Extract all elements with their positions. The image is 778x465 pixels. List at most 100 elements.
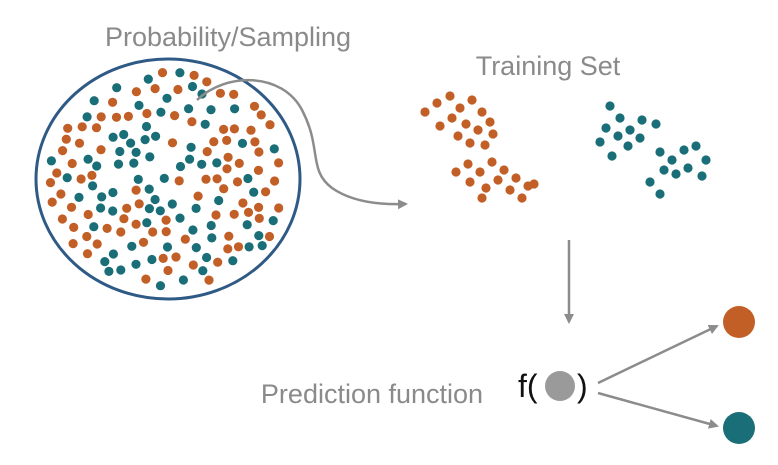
population-dot — [234, 158, 244, 168]
population-dot — [88, 181, 98, 191]
population-dot — [249, 187, 259, 197]
training-orange-dot — [481, 183, 491, 193]
population-dot — [270, 176, 280, 186]
training-orange-dot — [493, 175, 503, 185]
population-dot — [140, 135, 150, 145]
population-dot — [157, 68, 168, 78]
training-teal-dot — [659, 165, 669, 175]
training-orange-dot — [435, 121, 445, 131]
population-dot — [82, 112, 92, 122]
training-orange-dot — [517, 193, 527, 203]
population-dot — [232, 177, 243, 187]
population-dot — [57, 214, 67, 224]
population-dot — [187, 81, 198, 92]
population-dot — [215, 88, 225, 98]
training-teal-dot — [651, 119, 661, 129]
training-orange-dot — [467, 95, 477, 105]
population-dot — [155, 281, 166, 291]
population-dot — [142, 218, 152, 228]
population-dot — [193, 191, 203, 201]
training-teal-dot — [601, 123, 611, 133]
training-orange-dot — [420, 107, 430, 117]
population-dot — [200, 119, 210, 129]
population-dot — [243, 173, 253, 184]
population-dot — [264, 231, 275, 242]
population-dot — [68, 239, 78, 249]
training-teal-dot — [655, 189, 665, 199]
population-dot — [131, 219, 141, 229]
training-orange-dot — [432, 98, 442, 108]
population-dot — [148, 227, 158, 237]
population-dot — [100, 257, 110, 267]
population-dot — [108, 132, 118, 142]
population-dot — [127, 241, 137, 251]
input-dot — [545, 371, 575, 401]
population-dot — [129, 158, 139, 168]
training-orange-dot — [511, 173, 521, 183]
population-dot — [131, 259, 141, 269]
training-teal-dot — [615, 113, 625, 123]
population-dot — [150, 194, 160, 205]
training-orange-dot — [465, 138, 475, 148]
population-dot — [224, 231, 234, 241]
population-dot — [97, 192, 107, 202]
training-orange-dot — [487, 157, 497, 167]
population-dot — [63, 123, 73, 133]
population-dot — [223, 244, 233, 254]
output-dot-teal — [723, 412, 755, 444]
population-dot — [206, 220, 216, 231]
population-dot — [126, 138, 136, 148]
population-dot — [201, 174, 211, 184]
population-dot — [66, 202, 77, 212]
population-dot — [202, 77, 212, 87]
population-dot — [250, 137, 260, 147]
population-dot — [131, 147, 141, 157]
training-teal-dot — [645, 177, 655, 187]
population-dot — [102, 223, 112, 233]
population-dot — [256, 110, 266, 120]
population-dot — [174, 176, 184, 186]
population-dot — [108, 97, 118, 107]
population-dot — [187, 117, 197, 127]
population-dot — [74, 192, 84, 202]
training-teal-dot — [679, 145, 689, 155]
population-dot — [254, 231, 264, 241]
population-dot — [202, 252, 212, 263]
population-dot — [219, 124, 229, 134]
population-dot — [113, 159, 124, 169]
function-close: ) — [577, 368, 588, 404]
population-dot — [223, 152, 233, 162]
training-orange-dot — [529, 179, 539, 189]
prediction-function-label: Prediction function — [261, 379, 483, 409]
population-dot — [74, 138, 85, 148]
training-set-teal-dots — [595, 101, 711, 199]
population-dot — [143, 74, 153, 84]
population-dot — [47, 197, 57, 207]
population-dot — [46, 156, 57, 166]
population-dot — [144, 204, 154, 214]
population-dot — [188, 260, 198, 270]
population-dot — [147, 254, 157, 265]
population-dot — [191, 243, 201, 253]
training-orange-dot — [505, 185, 515, 195]
population-dot — [254, 213, 264, 223]
training-orange-dot — [447, 113, 457, 123]
population-dot — [56, 189, 66, 199]
population-dot — [62, 173, 72, 183]
population-dot — [243, 207, 254, 217]
population-dot — [58, 146, 68, 156]
population-dot — [134, 100, 144, 110]
population-dot — [257, 241, 267, 251]
population-dot — [82, 249, 93, 259]
training-orange-dot — [488, 129, 498, 139]
population-dot — [144, 184, 154, 194]
population-dot — [209, 137, 219, 147]
population-dot — [138, 237, 149, 247]
population-dot — [274, 203, 284, 213]
population-dot — [184, 104, 194, 114]
population-dot — [202, 147, 212, 157]
population-dot — [265, 120, 275, 130]
training-orange-dot — [499, 165, 509, 175]
population-label: Probability/Sampling — [105, 22, 351, 52]
